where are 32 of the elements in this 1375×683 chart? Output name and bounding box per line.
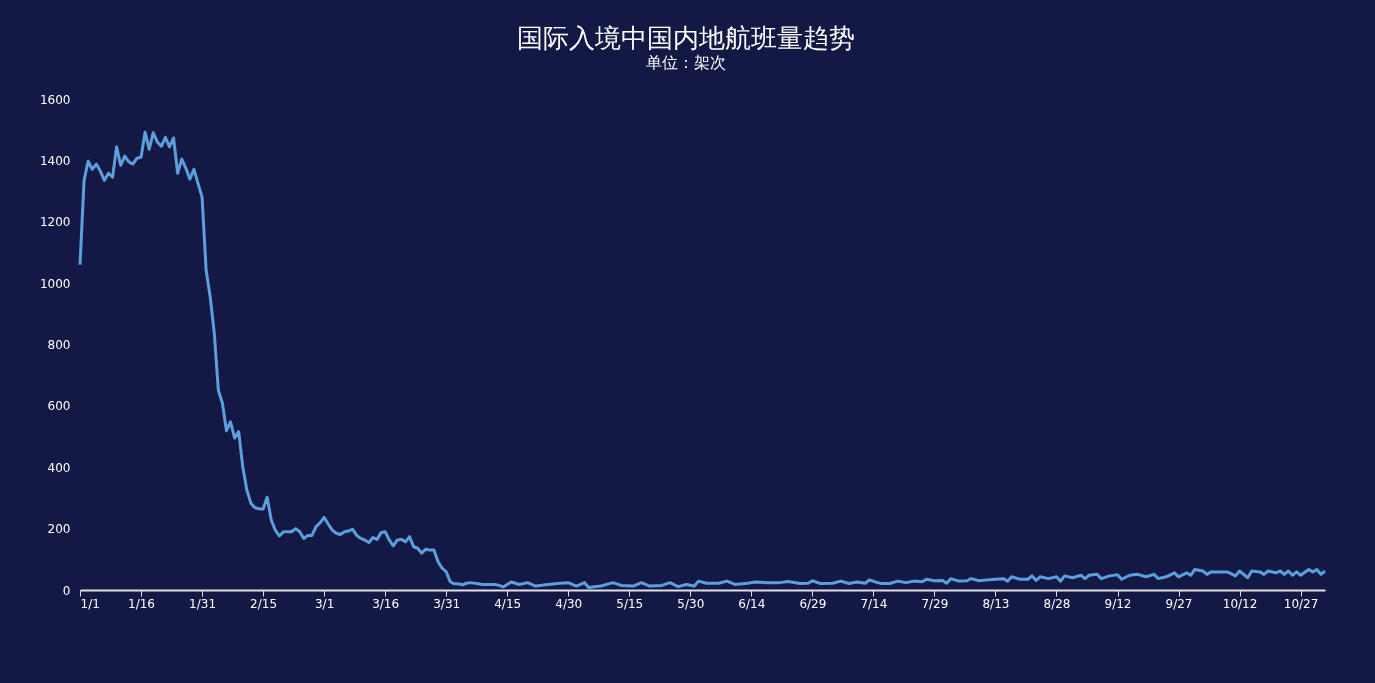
x-tick-label: 8/28 xyxy=(1043,596,1071,611)
y-tick-label: 200 xyxy=(47,522,71,537)
x-tick-label: 1/1 xyxy=(80,596,100,611)
x-tick-label: 2/15 xyxy=(250,596,278,611)
x-tick-label: 10/27 xyxy=(1283,596,1319,611)
y-tick-label: 1600 xyxy=(39,92,71,107)
chart-title: 国际入境中国内地航班量趋势 xyxy=(516,23,855,53)
x-tick-label: 3/1 xyxy=(314,596,335,611)
x-tick-label: 4/15 xyxy=(494,596,522,611)
y-tick-label: 0 xyxy=(62,583,71,598)
x-tick-label: 1/31 xyxy=(189,596,217,611)
x-tick-label: 7/14 xyxy=(860,596,888,611)
chart-subtitle: 单位：架次 xyxy=(645,53,726,72)
x-tick-label: 4/30 xyxy=(555,596,583,611)
y-tick-label: 1000 xyxy=(39,276,71,291)
y-tick-label: 1400 xyxy=(39,153,71,168)
x-tick-label: 9/27 xyxy=(1165,596,1193,611)
x-tick-label: 3/31 xyxy=(433,596,461,611)
y-tick-label: 1200 xyxy=(39,215,71,230)
x-tick-label: 3/16 xyxy=(372,596,400,611)
x-tick-label: 6/14 xyxy=(738,596,766,611)
y-tick-label: 800 xyxy=(47,338,71,352)
x-tick-label: 10/12 xyxy=(1222,596,1258,611)
y-tick-label: 400 xyxy=(47,460,71,475)
x-tick-label: 5/15 xyxy=(616,596,644,611)
y-tick-label: 600 xyxy=(47,399,71,414)
x-tick-label: 6/29 xyxy=(799,596,827,611)
x-tick-label: 9/12 xyxy=(1104,596,1132,611)
x-tick-label: 1/16 xyxy=(128,596,156,611)
x-tick-label: 8/13 xyxy=(982,596,1010,611)
x-tick-label: 5/30 xyxy=(677,596,705,611)
x-tick-label: 7/29 xyxy=(921,596,949,611)
